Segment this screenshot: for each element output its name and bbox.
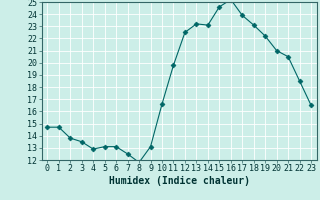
X-axis label: Humidex (Indice chaleur): Humidex (Indice chaleur) [109, 176, 250, 186]
